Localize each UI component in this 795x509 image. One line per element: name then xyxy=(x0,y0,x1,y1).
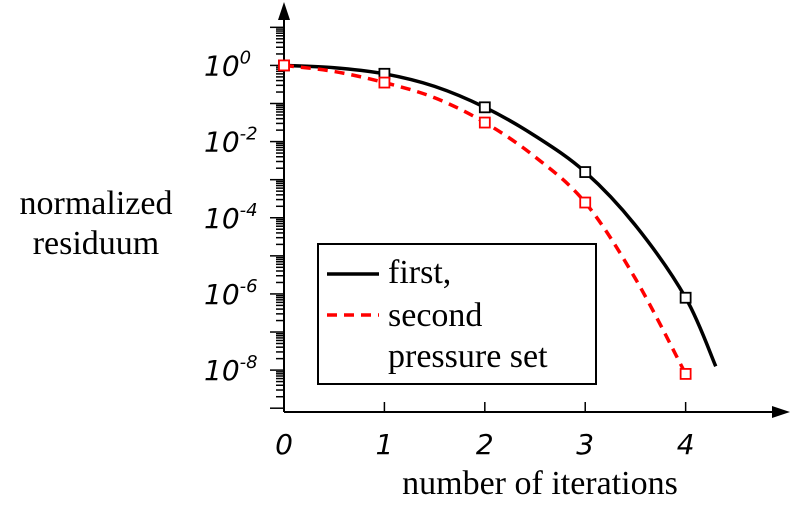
y-tick-label: 10-6 xyxy=(204,276,258,311)
data-point-second xyxy=(278,59,290,72)
legend-label-pressure-set: pressure set xyxy=(388,338,548,375)
minor-ticks xyxy=(270,26,284,409)
data-point-first xyxy=(579,166,592,178)
legend-label-first: first, xyxy=(388,254,451,291)
x-tick-label: 4 xyxy=(677,428,695,461)
y-tick-label: 100 xyxy=(204,47,251,82)
y-axis-title-line-2: residuum xyxy=(33,225,160,262)
data-point-second xyxy=(579,196,592,209)
x-tick-labels: 0 1 2 3 4 xyxy=(275,402,695,461)
y-tick-label: 10-8 xyxy=(204,352,258,387)
data-point-first xyxy=(478,101,491,114)
x-tick-label: 2 xyxy=(476,428,494,461)
x-axis-arrow xyxy=(772,406,790,418)
data-point-second xyxy=(478,116,491,129)
data-point-second xyxy=(679,368,692,380)
y-tick-labels: 100 10-2 10-4 10-6 10-8 xyxy=(204,47,258,387)
data-point-second xyxy=(378,76,391,89)
x-tick-label: 1 xyxy=(375,428,393,461)
series-line-second xyxy=(283,63,688,375)
series-line-first xyxy=(283,63,718,368)
y-axis-title-line-1: normalized xyxy=(20,185,173,222)
series-layer xyxy=(278,59,718,380)
legend: first, second pressure set xyxy=(317,243,597,385)
x-tick-label: 3 xyxy=(576,428,594,461)
y-tick-label: 10-2 xyxy=(204,124,258,159)
y-axis-arrow xyxy=(278,2,290,20)
x-tick-label: 0 xyxy=(275,428,293,461)
y-tick-label: 10-4 xyxy=(204,200,258,235)
legend-label-second: second xyxy=(388,297,482,334)
x-axis-title: number of iterations xyxy=(402,465,678,502)
data-point-first xyxy=(679,291,692,304)
